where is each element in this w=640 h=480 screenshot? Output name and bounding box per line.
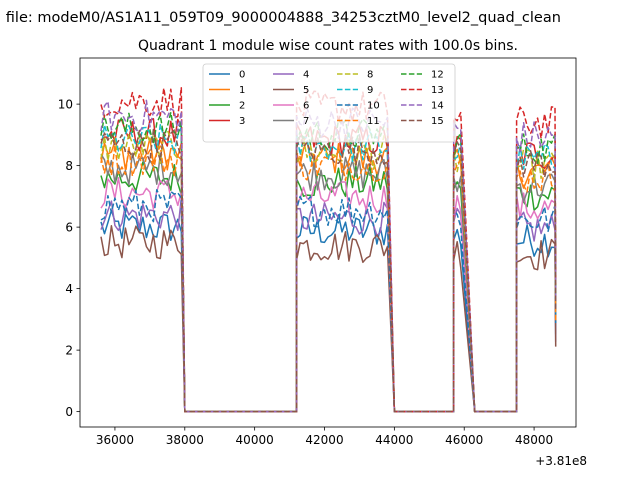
legend-label-4: 4 [303,70,309,81]
y-tick-label: 10 [58,97,73,111]
y-tick-label: 8 [65,159,73,173]
x-axis: 36000 38000 40000 42000 44000 46000 48000 [96,427,553,447]
x-tick-label: 42000 [305,433,343,447]
y-tick-label: 6 [65,220,73,234]
legend-label-11: 11 [367,116,380,127]
series-line-15 [100,128,557,413]
series-line-9 [100,124,557,413]
legend-label-0: 0 [239,70,245,81]
x-tick-label: 48000 [515,433,553,447]
legend-label-13: 13 [431,85,444,96]
x-tick-label: 44000 [375,433,413,447]
series-line-5 [100,225,557,413]
series-line-10 [100,188,557,413]
chart-title: Quadrant 1 module wise count rates with … [138,38,518,54]
legend-label-1: 1 [239,85,245,96]
legend-label-8: 8 [367,70,373,81]
y-tick-label: 2 [65,343,73,357]
y-axis: 0 2 4 6 8 10 [58,97,80,419]
series-line-14 [100,99,557,413]
legend-label-14: 14 [431,101,444,112]
legend-label-10: 10 [367,101,380,112]
axes-frame [79,57,577,428]
legend-box [202,63,456,143]
y-tick-label: 4 [65,282,73,296]
legend-label-6: 6 [303,101,309,112]
x-axis-offset-label: +3.81e8 [535,454,587,468]
x-tick-label: 38000 [166,433,204,447]
legend-label-7: 7 [303,116,309,127]
series-line-8 [100,129,557,413]
legend-label-5: 5 [303,85,309,96]
figure-suptitle: n file: modeM0/AS1A11_059T09_9000004888_… [0,10,561,26]
x-tick-label: 40000 [236,433,274,447]
y-tick-label: 0 [65,405,73,419]
legend-label-9: 9 [367,85,373,96]
series-line-0 [100,209,557,413]
x-tick-label: 46000 [445,433,483,447]
legend-label-15: 15 [431,116,444,127]
x-tick-label: 36000 [96,433,134,447]
legend-label-3: 3 [239,116,245,127]
legend-label-12: 12 [431,70,444,81]
plot-area-border [79,57,577,428]
legend-label-2: 2 [239,101,245,112]
